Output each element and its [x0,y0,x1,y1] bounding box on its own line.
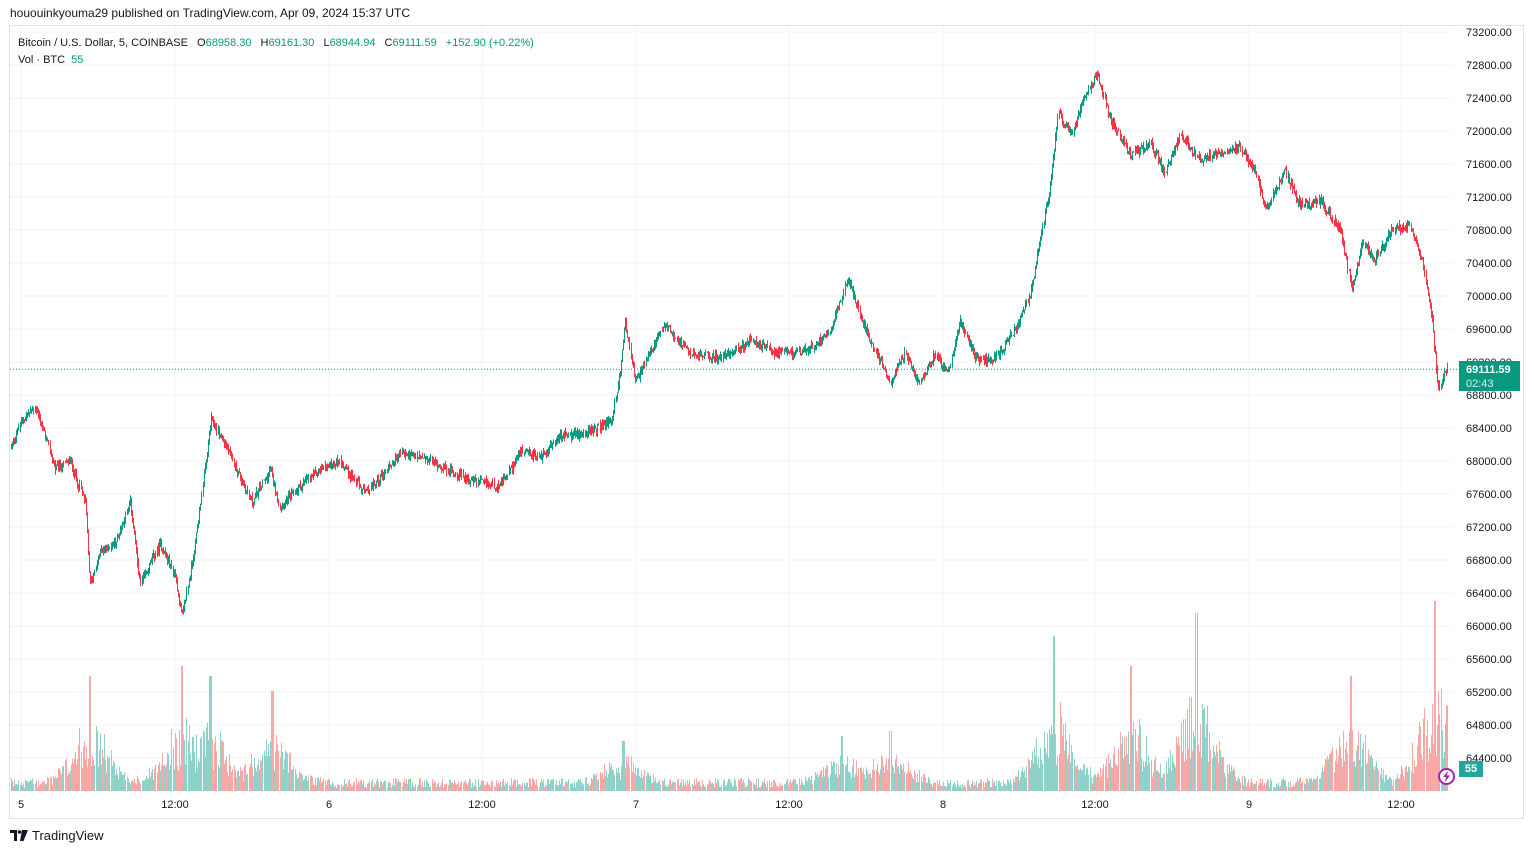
price-axis-label: 70000.00 [1466,291,1512,303]
price-axis-label: 73200.00 [1466,27,1512,39]
ohlc-row: Bitcoin / U.S. Dollar, 5, COINBASE O6895… [18,35,534,52]
price-axis-label: 72000.00 [1466,126,1512,138]
time-axis-label: 12:00 [1387,799,1415,811]
time-axis-label: 12:00 [161,799,189,811]
price-axis-label: 66000.00 [1466,621,1512,633]
price-axis-label: 66400.00 [1466,588,1512,600]
price-axis-label: 65600.00 [1466,654,1512,666]
price-axis-label: 71200.00 [1466,192,1512,204]
time-axis-label: 7 [633,799,639,811]
alert-button[interactable] [1438,768,1455,785]
price-axis-label: 65200.00 [1466,687,1512,699]
high-key: H [260,37,269,49]
close-key: C [384,37,393,49]
bar-countdown: 02:43 [1466,378,1494,390]
price-axis-label: 67200.00 [1466,522,1512,534]
time-axis-label: 8 [940,799,946,811]
time-axis-label: 5 [18,799,24,811]
time-axis-label: 6 [326,799,332,811]
time-axis-label: 9 [1246,799,1252,811]
tradingview-icon [10,830,28,841]
price-axis-label: 66800.00 [1466,555,1512,567]
open-key: O [197,37,206,49]
price-axis-label: 67600.00 [1466,489,1512,501]
time-axis-label: 12:00 [1081,799,1109,811]
price-axis-label: 68400.00 [1466,423,1512,435]
time-axis-label: 12:00 [775,799,803,811]
change-value: +152.90 (+0.22%) [445,37,534,49]
volume-value: 55 [71,54,84,66]
chart-legend: Bitcoin / U.S. Dollar, 5, COINBASE O6895… [18,35,534,69]
price-axis-label: 71600.00 [1466,159,1512,171]
high-value: 69161.30 [268,37,315,49]
brand-name: TradingView [32,828,104,843]
price-axis-label: 70400.00 [1466,258,1512,270]
volume-row: Vol · BTC 55 [18,52,534,69]
price-axis-label: 72800.00 [1466,60,1512,72]
low-key: L [323,37,330,49]
price-axis-label: 69600.00 [1466,324,1512,336]
price-axis-label: 70800.00 [1466,225,1512,237]
last-price-tag: 69111.59 02:43 [1459,361,1520,391]
open-value: 68958.30 [205,37,252,49]
price-axis-label: 68800.00 [1466,390,1512,402]
price-axis-label: 64800.00 [1466,720,1512,732]
symbol-title[interactable]: Bitcoin / U.S. Dollar, 5, COINBASE [18,37,188,49]
low-value: 68944.94 [329,37,376,49]
publish-info: hououinkyouma29 published on TradingView… [10,6,411,20]
lightning-bolt-icon [1443,771,1450,782]
candles [11,70,1448,615]
volume-label[interactable]: Vol · BTC [18,54,66,66]
close-value: 69111.59 [392,37,437,49]
time-axis-label: 12:00 [468,799,496,811]
tradingview-logo[interactable]: TradingView [10,828,104,843]
price-axis-label: 68000.00 [1466,456,1512,468]
volume-tag: 55 [1459,761,1483,777]
last-price-value: 69111.59 [1466,364,1511,376]
volume-bars [11,601,1448,791]
price-axis-label: 72400.00 [1466,93,1512,105]
